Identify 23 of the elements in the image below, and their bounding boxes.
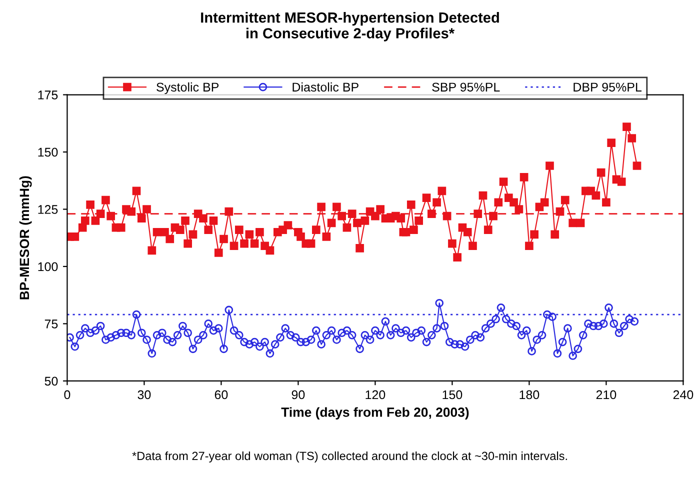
legend-label: DBP 95%PL [574,82,642,92]
legend-label: SBP 95%PL [432,82,500,92]
y-tick-label: 50 [44,376,58,386]
x-tick-label: 240 [673,390,694,400]
x-tick-label: 210 [596,390,616,400]
y-axis-title: BP-MESOR (mmHg) [19,176,32,300]
y-tick-label: 100 [38,262,58,272]
x-tick-label: 90 [292,390,305,400]
x-tick-label: 150 [442,390,462,400]
legend-label: Systolic BP [156,82,219,94]
x-tick-label: 0 [64,390,70,400]
legend-label: Diastolic BP [292,82,358,92]
x-tick-label: 120 [366,390,386,400]
x-tick-label: 60 [214,390,228,400]
y-tick-label: 175 [38,90,58,100]
y-tick-label: 75 [44,320,58,328]
y-tick-label: 150 [38,148,58,157]
y-tick-label: 125 [38,205,58,214]
x-tick-label: 180 [520,390,540,400]
chart-title: Intermittent MESOR-hypertension Detected in Consecutive 2-day Profiles* [201,12,499,42]
x-tick-label: 30 [138,390,151,400]
text: *Data from 27-year old woman (TS) collected around the clock at ~30-min intervals. [132,451,567,462]
x-axis-title: Time (days from Feb 20, 2003) [281,407,469,420]
